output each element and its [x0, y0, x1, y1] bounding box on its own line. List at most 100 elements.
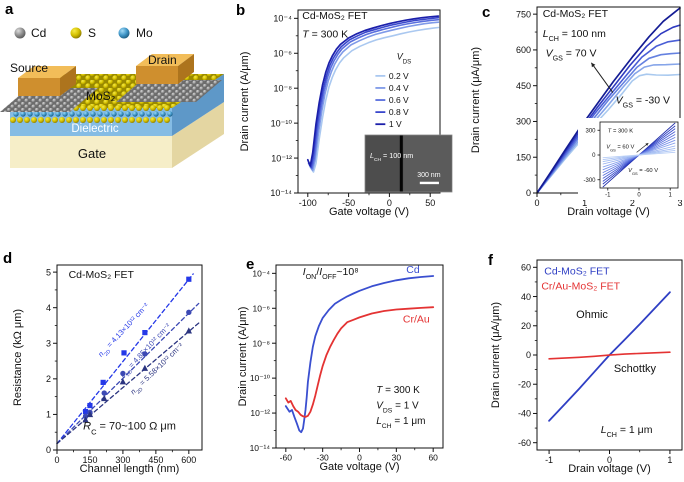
x-tick-label: -1 [545, 455, 553, 465]
marker-circle [101, 390, 107, 396]
y-tick-label: 40 [521, 292, 531, 302]
marker-triangle [82, 416, 89, 423]
annotation: VDS [397, 51, 412, 65]
y-tick-label: 150 [516, 152, 531, 162]
arrow [590, 62, 614, 93]
gate-label: Gate [78, 146, 106, 161]
y-tick-label: 10⁻⁶ [274, 49, 293, 59]
y-axis-label: Drain current (μA/μm) [470, 47, 482, 153]
y-axis-label: Drain current (A/μm) [237, 307, 249, 407]
arrow-head [591, 62, 596, 68]
cd-film-drain [116, 80, 222, 102]
y-tick-label: 10⁻⁴ [252, 268, 270, 278]
y-axis-label: Drain current (A/μm) [239, 52, 251, 152]
annotation: Cd-MoS₂ FET [302, 10, 368, 22]
contact-comparison-transfer-chart: -60 -30 0 30 60 10⁻⁴ 10⁻⁶ 10⁻⁸ 10⁻¹⁰ 10⁻¹² 10⁻¹⁴ Ga… [237, 264, 444, 473]
annotation: VGS = 70 V [546, 47, 597, 62]
marker-circle [186, 309, 192, 316]
x-tick-label: -1 [605, 193, 611, 199]
x-tick-label: 1 [582, 198, 587, 208]
y-tick-label: 10⁻¹⁴ [270, 188, 292, 198]
annotation: Cd-MoS₂ FET [69, 269, 135, 281]
panel-letter-c: c [482, 4, 491, 21]
annotation: LCH = 1 μm [601, 424, 653, 439]
vgs-minus10V-curve [536, 63, 681, 194]
gate-slab-side [172, 102, 224, 168]
panel-letter-a: a [5, 1, 14, 18]
marker-triangle [119, 378, 127, 385]
x-tick-label: -30 [317, 453, 330, 463]
crau-contact-curve [284, 306, 435, 418]
x-tick-label: 0 [387, 198, 392, 208]
x-axis-label: Gate voltage (V) [319, 461, 399, 473]
transfer-curves-chart: -100 -50 0 50 10⁻⁴ 10⁻⁶ 10⁻⁸ 10⁻¹⁰ 10⁻¹² 10⁻¹⁴ Gat… [239, 9, 453, 218]
ohmic-iv-line [548, 291, 671, 422]
y-tick-label: 0 [592, 153, 596, 159]
vgs-50V-curve [536, 24, 681, 194]
chart-group: -100 -50 0 50 10⁻⁴ 10⁻⁶ 10⁻⁸ 10⁻¹⁰ 10⁻¹² 10⁻¹⁴ Gat… [239, 9, 453, 218]
dielectric-slab-side [172, 74, 224, 136]
x-tick-label: 150 [82, 455, 97, 465]
annotation: T = 300 K [302, 28, 348, 40]
drain-contact [136, 54, 194, 84]
y-tick-label: 10⁻⁸ [273, 83, 292, 93]
annotation: Cd [406, 264, 420, 276]
vds-0.6V-curve [307, 18, 440, 170]
marker-square [142, 329, 148, 336]
annotation: Cd-MoS₂ FET [543, 8, 609, 20]
y-tick-label: -20 [518, 379, 531, 389]
y-tick-label: -60 [518, 438, 531, 448]
legend-label-cd: Cd [31, 26, 46, 40]
x-tick-label: 1 [669, 193, 673, 199]
x-tick-label: 3 [677, 198, 682, 208]
y-tick-label: 450 [516, 81, 531, 91]
ohmic-schottky-iv-chart: -1 0 1 60 40 20 0 -20 -40 -60 Drain voltage (V) Dra… [490, 259, 683, 475]
annotation: LCH = 100 nm [543, 28, 606, 43]
x-axis-label: Gate voltage (V) [329, 206, 409, 218]
y-tick-label: 10⁻¹² [271, 153, 292, 163]
marker-square [87, 402, 93, 409]
marker-circle [82, 413, 89, 419]
chart-group: -1 0 1 60 40 20 0 -20 -40 -60 Drain voltage (V) Dra… [490, 259, 683, 475]
y-tick-label: -300 [583, 178, 596, 184]
x-tick-label: 30 [392, 453, 402, 463]
source-contact [18, 66, 76, 96]
x-tick-label: 2 [630, 198, 635, 208]
vds-0.8V-curve [307, 16, 440, 168]
sem-channel-length-label: LCH = 100 nm [370, 151, 413, 163]
cd-contact-curve [284, 275, 435, 434]
sem-channel-gap [399, 135, 403, 192]
output-curves-chart: 0 1 2 3 0 150 300 450 600 750 Drain voltage (V) Dra… [470, 6, 683, 218]
y-tick-label: 60 [521, 263, 531, 273]
legend-label: 0.6 V [389, 95, 409, 105]
marker-triangle [101, 395, 108, 402]
x-tick-label: -100 [299, 198, 317, 208]
annotation: ION/IOFF~10⁸ [303, 266, 359, 281]
legend-label: 0.4 V [389, 83, 409, 93]
x-axis-label: Channel length (nm) [80, 463, 180, 475]
annotation: VDS = 1 V [376, 401, 419, 415]
marker-square [121, 350, 127, 356]
annotation: VGS = -30 V [616, 95, 670, 110]
chart-group: 0 150 300 450 600 0 1 2 3 4 5 Channel length (nm) Re… [12, 264, 203, 475]
panel-letter-e: e [246, 256, 255, 273]
sem-scale-bar [419, 181, 439, 185]
annotation: T = 300 K [608, 129, 633, 135]
marker-square [186, 276, 192, 282]
y-tick-label: 10⁻¹⁰ [271, 118, 293, 128]
tlm-fit-n485 [56, 302, 200, 445]
chart-group: -1 0 1 300 0 -300 T = 300 K VGS = 60 V VGS = -60… [578, 118, 682, 200]
tlm-resistance-chart: 0 150 300 450 600 0 1 2 3 4 5 Channel length (nm) Re… [12, 264, 203, 475]
mo-atom-icon [118, 27, 130, 39]
y-tick-label: 10⁻⁴ [273, 14, 292, 24]
x-axis-label: Drain voltage (V) [568, 463, 651, 475]
x-tick-label: 450 [148, 455, 163, 465]
marker-triangle [141, 364, 149, 371]
legend-label: 0.8 V [389, 107, 409, 117]
annotation: RC = 70~100 Ω μm [83, 421, 176, 437]
x-tick-label: 50 [425, 198, 435, 208]
vds-1V-curve [306, 15, 440, 167]
device-schematic: Cd S Mo [0, 26, 224, 168]
vds-0.4V-curve [308, 21, 440, 172]
